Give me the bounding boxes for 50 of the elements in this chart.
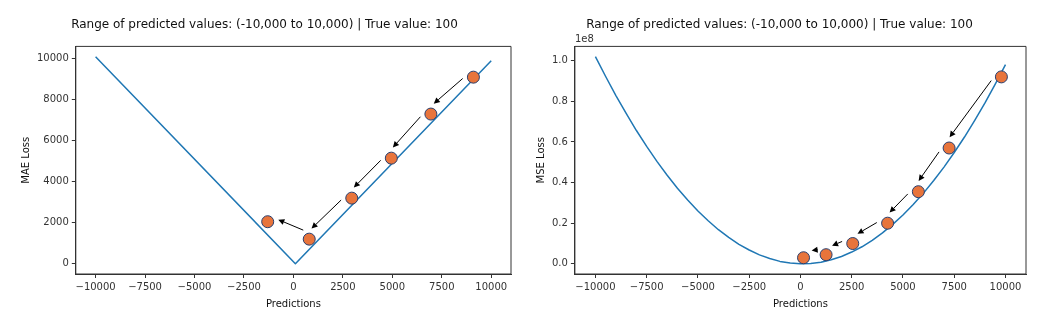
- x-tick-label: −7500: [128, 280, 162, 292]
- y-tick-label: 0: [62, 257, 69, 269]
- x-tick-label: −10000: [575, 280, 616, 292]
- y-tick-label: 0.8: [552, 94, 568, 106]
- x-tick-label: −2500: [732, 280, 767, 292]
- x-axis-title: Predictions: [265, 297, 321, 309]
- point: [345, 191, 359, 205]
- y-tick-label: 0.4: [552, 176, 568, 188]
- x-tick-label: 2500: [330, 280, 356, 292]
- point: [942, 141, 956, 155]
- y-axis-title: MAE Loss: [19, 136, 31, 184]
- y-tick-label: 0.6: [552, 135, 568, 147]
- point: [911, 185, 925, 199]
- text: 1e8: [574, 32, 594, 44]
- point: [261, 215, 275, 229]
- x-tick-label: 7500: [941, 280, 967, 292]
- y-tick-label: 4000: [43, 175, 69, 187]
- chart-title: Range of predicted values: (-10,000 to 10,000) | True value: 100: [586, 17, 973, 32]
- x-axis-title: Predictions: [773, 297, 828, 309]
- x-tick-label: 0: [290, 280, 297, 292]
- point: [819, 248, 833, 262]
- x-tick-label: 5000: [890, 280, 916, 292]
- x-tick-label: −2500: [227, 280, 261, 292]
- chart-title: Range of predicted values: (-10,000 to 10,000) | True value: 100: [71, 17, 458, 32]
- y-tick-label: 1.0: [552, 54, 568, 66]
- y-tick-label: 0.0: [552, 257, 568, 269]
- x-tick-label: −5000: [177, 280, 212, 292]
- point: [994, 70, 1008, 84]
- x-tick-label: −10000: [75, 280, 116, 292]
- point: [881, 216, 895, 230]
- x-tick-label: 7500: [429, 280, 455, 292]
- x-tick-label: 10000: [989, 280, 1022, 292]
- x-tick-label: −7500: [629, 280, 664, 292]
- x-tick-label: 10000: [475, 280, 508, 292]
- y-tick-label: 8000: [43, 93, 69, 105]
- x-tick-label: 0: [797, 280, 804, 292]
- point: [302, 232, 316, 246]
- point: [384, 151, 398, 165]
- y-tick-label: 6000: [43, 134, 69, 146]
- x-tick-label: 5000: [379, 280, 406, 292]
- point: [424, 107, 438, 121]
- point: [797, 251, 811, 265]
- y-tick-label: 2000: [43, 216, 69, 228]
- y-tick-label: 0.2: [552, 216, 568, 228]
- y-axis-title: MSE Loss: [534, 137, 546, 184]
- y-tick-label: 10000: [37, 52, 69, 64]
- point: [846, 237, 860, 251]
- x-tick-label: 2500: [838, 280, 865, 292]
- x-tick-label: −5000: [681, 280, 715, 292]
- point: [466, 70, 480, 84]
